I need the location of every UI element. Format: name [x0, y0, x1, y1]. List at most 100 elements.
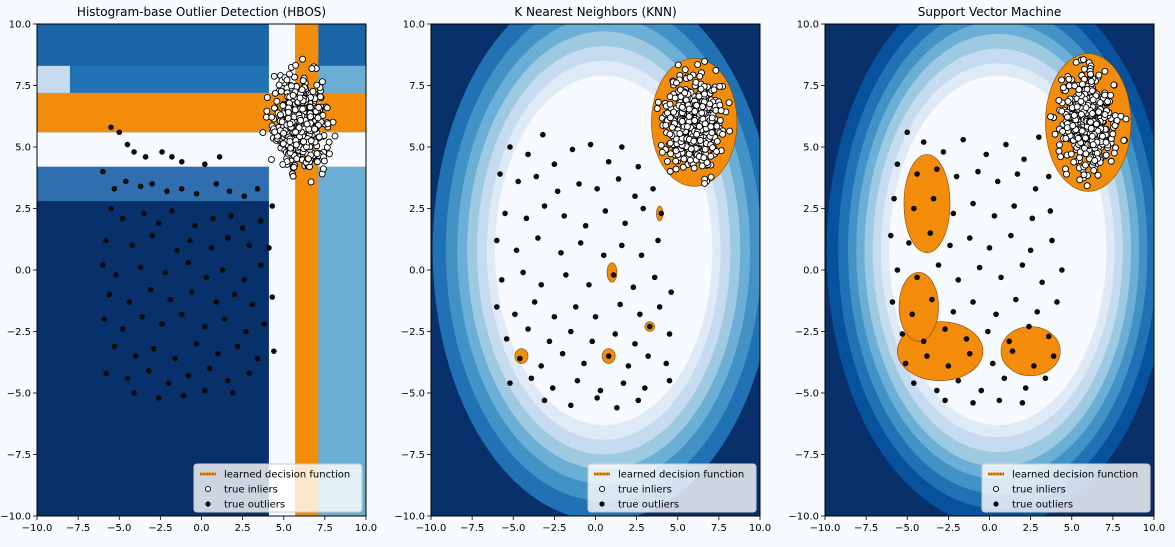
outlier-point	[1008, 232, 1014, 239]
inlier-point	[703, 159, 711, 167]
inlier-point	[654, 98, 662, 106]
outlier-point	[541, 397, 548, 404]
legend-frame	[587, 463, 757, 513]
outlier-point	[203, 274, 210, 281]
x-tick-label: 0.0	[982, 523, 998, 534]
outlier-point	[637, 311, 643, 318]
outlier-point	[155, 395, 162, 401]
outlier-point	[935, 262, 942, 268]
inlier-point	[315, 133, 323, 141]
inlier-point	[277, 87, 285, 95]
x-tick-label: 10.0	[1143, 523, 1165, 534]
x-tick-label: 10.0	[749, 523, 771, 534]
outlier-point	[535, 235, 541, 241]
y-tick-label: 5.0	[803, 143, 819, 154]
outlier-point	[586, 281, 592, 288]
outlier-point	[645, 353, 651, 359]
inlier-point	[1081, 134, 1089, 142]
inlier-point	[685, 105, 693, 113]
outlier-point	[592, 313, 599, 320]
outlier-point	[106, 291, 113, 298]
outlier-point	[594, 186, 600, 192]
inlier-point	[1070, 111, 1078, 119]
outlier-point	[1034, 309, 1041, 315]
inlier-point	[662, 121, 670, 129]
inlier-point	[668, 124, 676, 131]
outlier-point	[1027, 247, 1034, 254]
x-tick-label: 7.5	[711, 523, 727, 534]
outlier-point	[201, 387, 208, 394]
inlier-point	[1089, 96, 1097, 104]
inlier-point	[1089, 141, 1097, 149]
outlier-point	[119, 215, 126, 222]
outlier-point	[213, 299, 220, 305]
outlier-point	[1019, 400, 1026, 406]
legend-entry-label: true inliers	[618, 485, 672, 496]
inlier-point	[692, 78, 700, 86]
outlier-point	[904, 129, 911, 136]
inlier-point	[286, 70, 293, 78]
outlier-point	[942, 397, 948, 404]
outlier-point	[155, 220, 162, 227]
inlier-point	[1057, 153, 1064, 161]
inlier-point	[273, 97, 281, 105]
inlier-point	[1055, 97, 1063, 104]
inlier-point	[298, 86, 306, 94]
inlier-point	[674, 61, 682, 69]
outlier-point	[630, 284, 637, 291]
inlier-point	[1078, 127, 1086, 135]
outlier-point	[610, 272, 617, 278]
outlier-point	[538, 281, 545, 288]
inlier-point	[698, 109, 706, 117]
outlier-point	[619, 144, 625, 150]
inlier-point	[1076, 148, 1084, 156]
inlier-point	[1107, 157, 1115, 165]
inlier-point	[693, 130, 701, 138]
outlier-point	[970, 400, 976, 406]
inlier-point	[683, 123, 691, 130]
inlier-point	[1076, 176, 1084, 184]
outlier-point	[993, 311, 999, 318]
inlier-point	[679, 163, 687, 171]
inlier-point	[1092, 120, 1100, 128]
x-tick-label: −2.5	[936, 523, 960, 534]
inlier-point	[279, 160, 287, 168]
inlier-point	[696, 137, 704, 144]
inlier-point	[1102, 138, 1110, 146]
outlier-point	[625, 363, 632, 369]
y-tick-label: 2.5	[409, 204, 425, 215]
inlier-point	[699, 103, 707, 110]
inlier-point	[300, 138, 307, 146]
legend: learned decision function true inliers tru…	[193, 463, 363, 513]
outlier-point	[164, 188, 170, 195]
outlier-point	[216, 154, 223, 160]
outlier-point	[966, 235, 973, 241]
outlier-point	[1036, 134, 1042, 140]
inlier-point	[315, 104, 323, 111]
legend-entry-label: learned decision function	[1012, 470, 1138, 481]
outlier-point	[1006, 338, 1013, 345]
x-tick-label: −5.0	[501, 523, 525, 534]
inlier-point	[690, 137, 698, 145]
inlier-point	[283, 76, 291, 84]
inlier-point	[326, 150, 333, 158]
outlier-point	[229, 390, 236, 396]
inlier-point	[1094, 171, 1102, 179]
outlier-point	[955, 377, 962, 384]
outlier-point	[147, 286, 154, 293]
subplot-2: −10.0 −7.5 −5.0 −2.5 0.0 2.5 5.0 7.5 10.0 −10.0 −7…	[394, 5, 771, 534]
x-tick-label: 2.5	[235, 523, 251, 534]
inlier-point	[1078, 80, 1086, 88]
outlier-point	[174, 247, 180, 254]
outlier-point	[914, 171, 920, 177]
legend-entry-label: true outliers	[618, 500, 679, 511]
inlier-point	[653, 105, 661, 113]
inlier-point	[691, 117, 699, 125]
y-tick-label: 0.0	[409, 266, 425, 277]
outlier-point	[911, 205, 917, 212]
inlier-point	[286, 120, 294, 128]
outlier-point	[605, 353, 612, 359]
outlier-point	[549, 385, 556, 391]
outlier-point	[658, 210, 665, 217]
